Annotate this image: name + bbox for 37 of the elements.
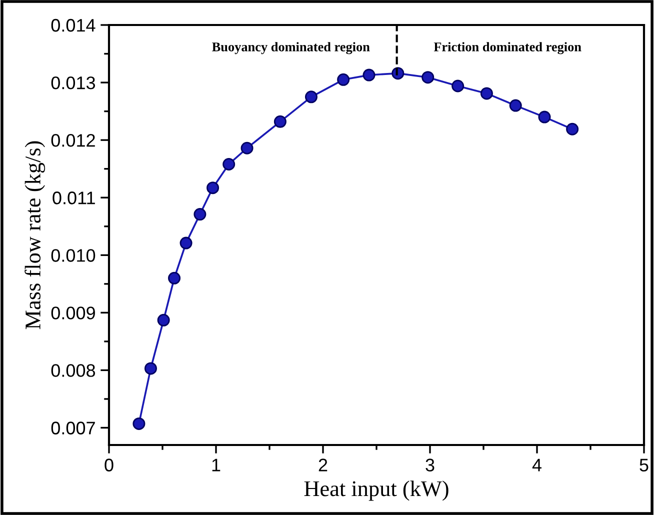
point bbox=[194, 208, 206, 221]
y-tick-label: 0.008 bbox=[51, 364, 96, 377]
x-tick-label: 3 bbox=[426, 458, 434, 472]
point bbox=[132, 417, 146, 430]
y-tick-label: 0.012 bbox=[51, 134, 95, 147]
point bbox=[538, 110, 551, 124]
annotation: Friction dominated region bbox=[434, 42, 582, 54]
x-tick-label: 1 bbox=[212, 458, 220, 472]
y-tick-label: 0.009 bbox=[51, 306, 95, 320]
point bbox=[362, 68, 376, 82]
y-tick-label: 0.014 bbox=[51, 18, 96, 32]
y-axis-title: Mass flow rate (kg/s) bbox=[24, 141, 46, 330]
point bbox=[157, 314, 170, 326]
y-tick-label: 0.011 bbox=[52, 192, 95, 204]
point bbox=[452, 80, 464, 92]
point bbox=[180, 236, 192, 250]
x-tick-label: 4 bbox=[532, 458, 542, 472]
point bbox=[144, 362, 157, 375]
y-tick-label: 0.010 bbox=[51, 249, 96, 262]
point bbox=[168, 272, 181, 284]
y-tick-label: 0.013 bbox=[51, 76, 96, 90]
point bbox=[509, 99, 522, 112]
x-axis-title: Heat input (kW) bbox=[304, 480, 448, 501]
point bbox=[222, 158, 236, 170]
point bbox=[274, 115, 286, 128]
point bbox=[304, 90, 318, 104]
y-tick-label: 0.007 bbox=[51, 422, 95, 434]
point bbox=[422, 71, 434, 84]
annotation: Buoyancy dominated region bbox=[212, 42, 370, 54]
point bbox=[566, 122, 579, 136]
x-tick-label: 5 bbox=[640, 458, 648, 472]
point bbox=[480, 87, 493, 100]
point bbox=[206, 182, 220, 194]
point bbox=[337, 73, 350, 86]
x-tick-label: 2 bbox=[318, 458, 328, 472]
point bbox=[240, 142, 254, 154]
x-tick-label: 0 bbox=[104, 458, 114, 472]
